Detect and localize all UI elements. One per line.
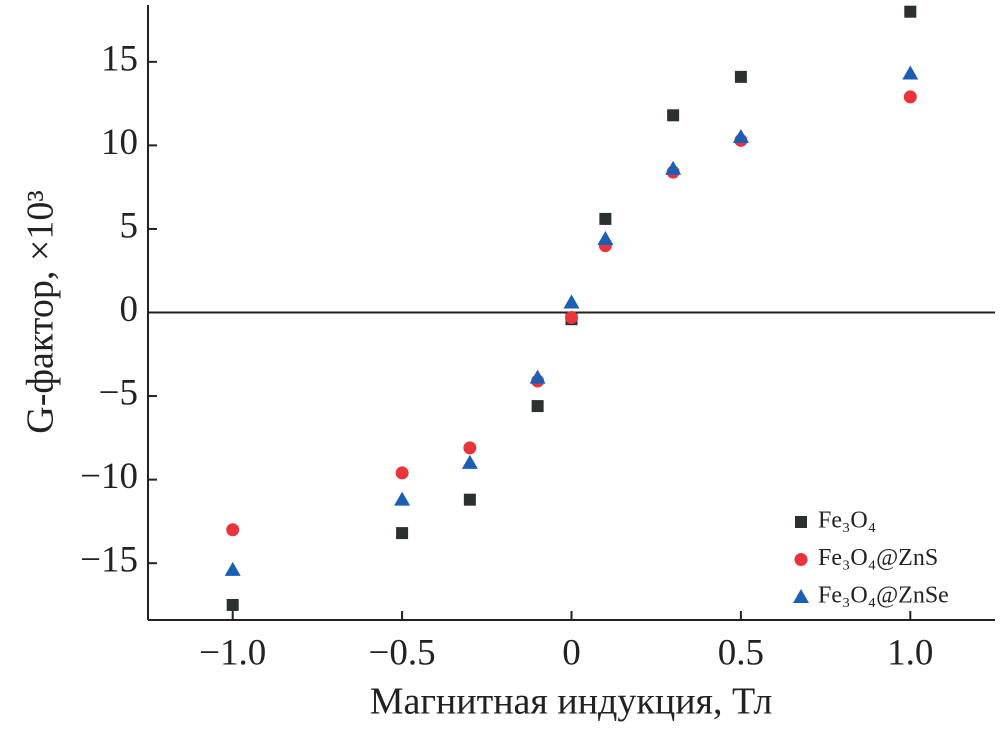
y-tick-label: 0 [120,289,139,330]
point [565,311,578,325]
y-tick-label: −10 [80,456,138,497]
point [226,598,239,611]
point [563,294,580,309]
point [531,400,544,413]
legend-marker [793,589,809,603]
point [226,523,240,537]
x-tick-label: 0.5 [718,632,764,673]
point [903,90,917,104]
x-axis-title: Магнитная индукция, Тл [370,681,773,723]
x-tick-label: −0.5 [369,632,436,673]
x-tick-label: −1.0 [199,632,266,673]
point [904,5,917,18]
point [734,70,747,83]
y-tick-label: 5 [120,205,139,246]
legend-label: Fe₃O₄@ZnS [818,545,938,571]
x-tick-label: 0 [562,632,581,673]
point [732,129,749,144]
y-tick-label: 15 [101,38,138,79]
point [463,441,477,455]
point [529,369,546,384]
point [394,491,411,506]
x-tick-label: 1.0 [887,632,933,673]
legend-label: Fe₃O₄@ZnSe [818,583,949,609]
point [665,160,682,175]
y-tick-label: 10 [101,122,138,163]
point [902,65,919,80]
point [597,230,614,245]
point [396,527,409,540]
y-tick-label: −15 [80,540,138,581]
point [395,466,409,480]
y-axis-title: G-фактор, ×10³ [20,190,62,433]
legend-marker [795,516,807,528]
point [667,109,680,122]
legend-marker [794,553,808,566]
y-tick-label: −5 [99,373,138,414]
legend-label: Fe₃O₄ [818,508,876,534]
point [461,454,478,469]
point [463,493,476,506]
point [599,212,612,225]
point [224,561,241,576]
